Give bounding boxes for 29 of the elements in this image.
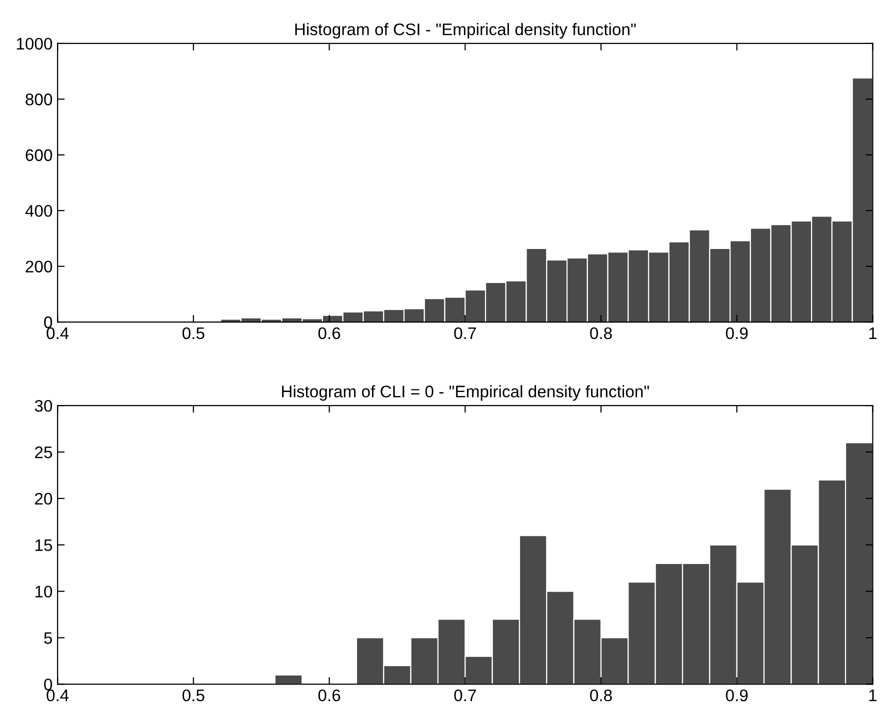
x-tick-label: 1: [869, 690, 877, 702]
x-tick-label: 0.5: [182, 689, 204, 702]
y-tick-label: 0: [44, 678, 52, 690]
x-tick-label: 1: [869, 327, 877, 339]
y-tick-label: 20: [35, 492, 52, 505]
y-tick-label: 1000: [16, 38, 52, 50]
y-tick-label: 800: [26, 94, 52, 106]
x-tick-label: 0.6: [318, 327, 340, 340]
y-tick-label: 600: [26, 149, 52, 162]
x-tick-label: 0.5: [182, 327, 204, 340]
y-tick-label: 5: [44, 632, 52, 644]
x-tick-label: 0.7: [454, 689, 476, 702]
y-tick-label: 200: [26, 260, 52, 273]
x-tick-label: 0.6: [318, 689, 340, 702]
y-tick-label: 25: [35, 446, 52, 458]
x-tick-label: 0.9: [726, 327, 748, 340]
x-tick-label: 0.4: [46, 689, 69, 702]
y-tick-label: 0: [44, 316, 52, 328]
chart-title: Histogram of CLI = 0 - "Empirical density function": [282, 385, 649, 401]
y-tick-label: 10: [35, 586, 52, 598]
y-tick-label: 15: [35, 539, 52, 552]
y-tick-label: 30: [34, 400, 52, 412]
x-tick-label: 0.4: [46, 327, 69, 340]
chart-title: Histogram of CSI - "Empirical density function": [295, 23, 636, 39]
x-tick-label: 0.7: [454, 327, 476, 340]
x-tick-label: 0.8: [590, 327, 612, 340]
y-tick-label: 400: [25, 204, 52, 217]
x-tick-label: 0.8: [590, 689, 612, 702]
x-tick-label: 0.9: [726, 689, 748, 702]
